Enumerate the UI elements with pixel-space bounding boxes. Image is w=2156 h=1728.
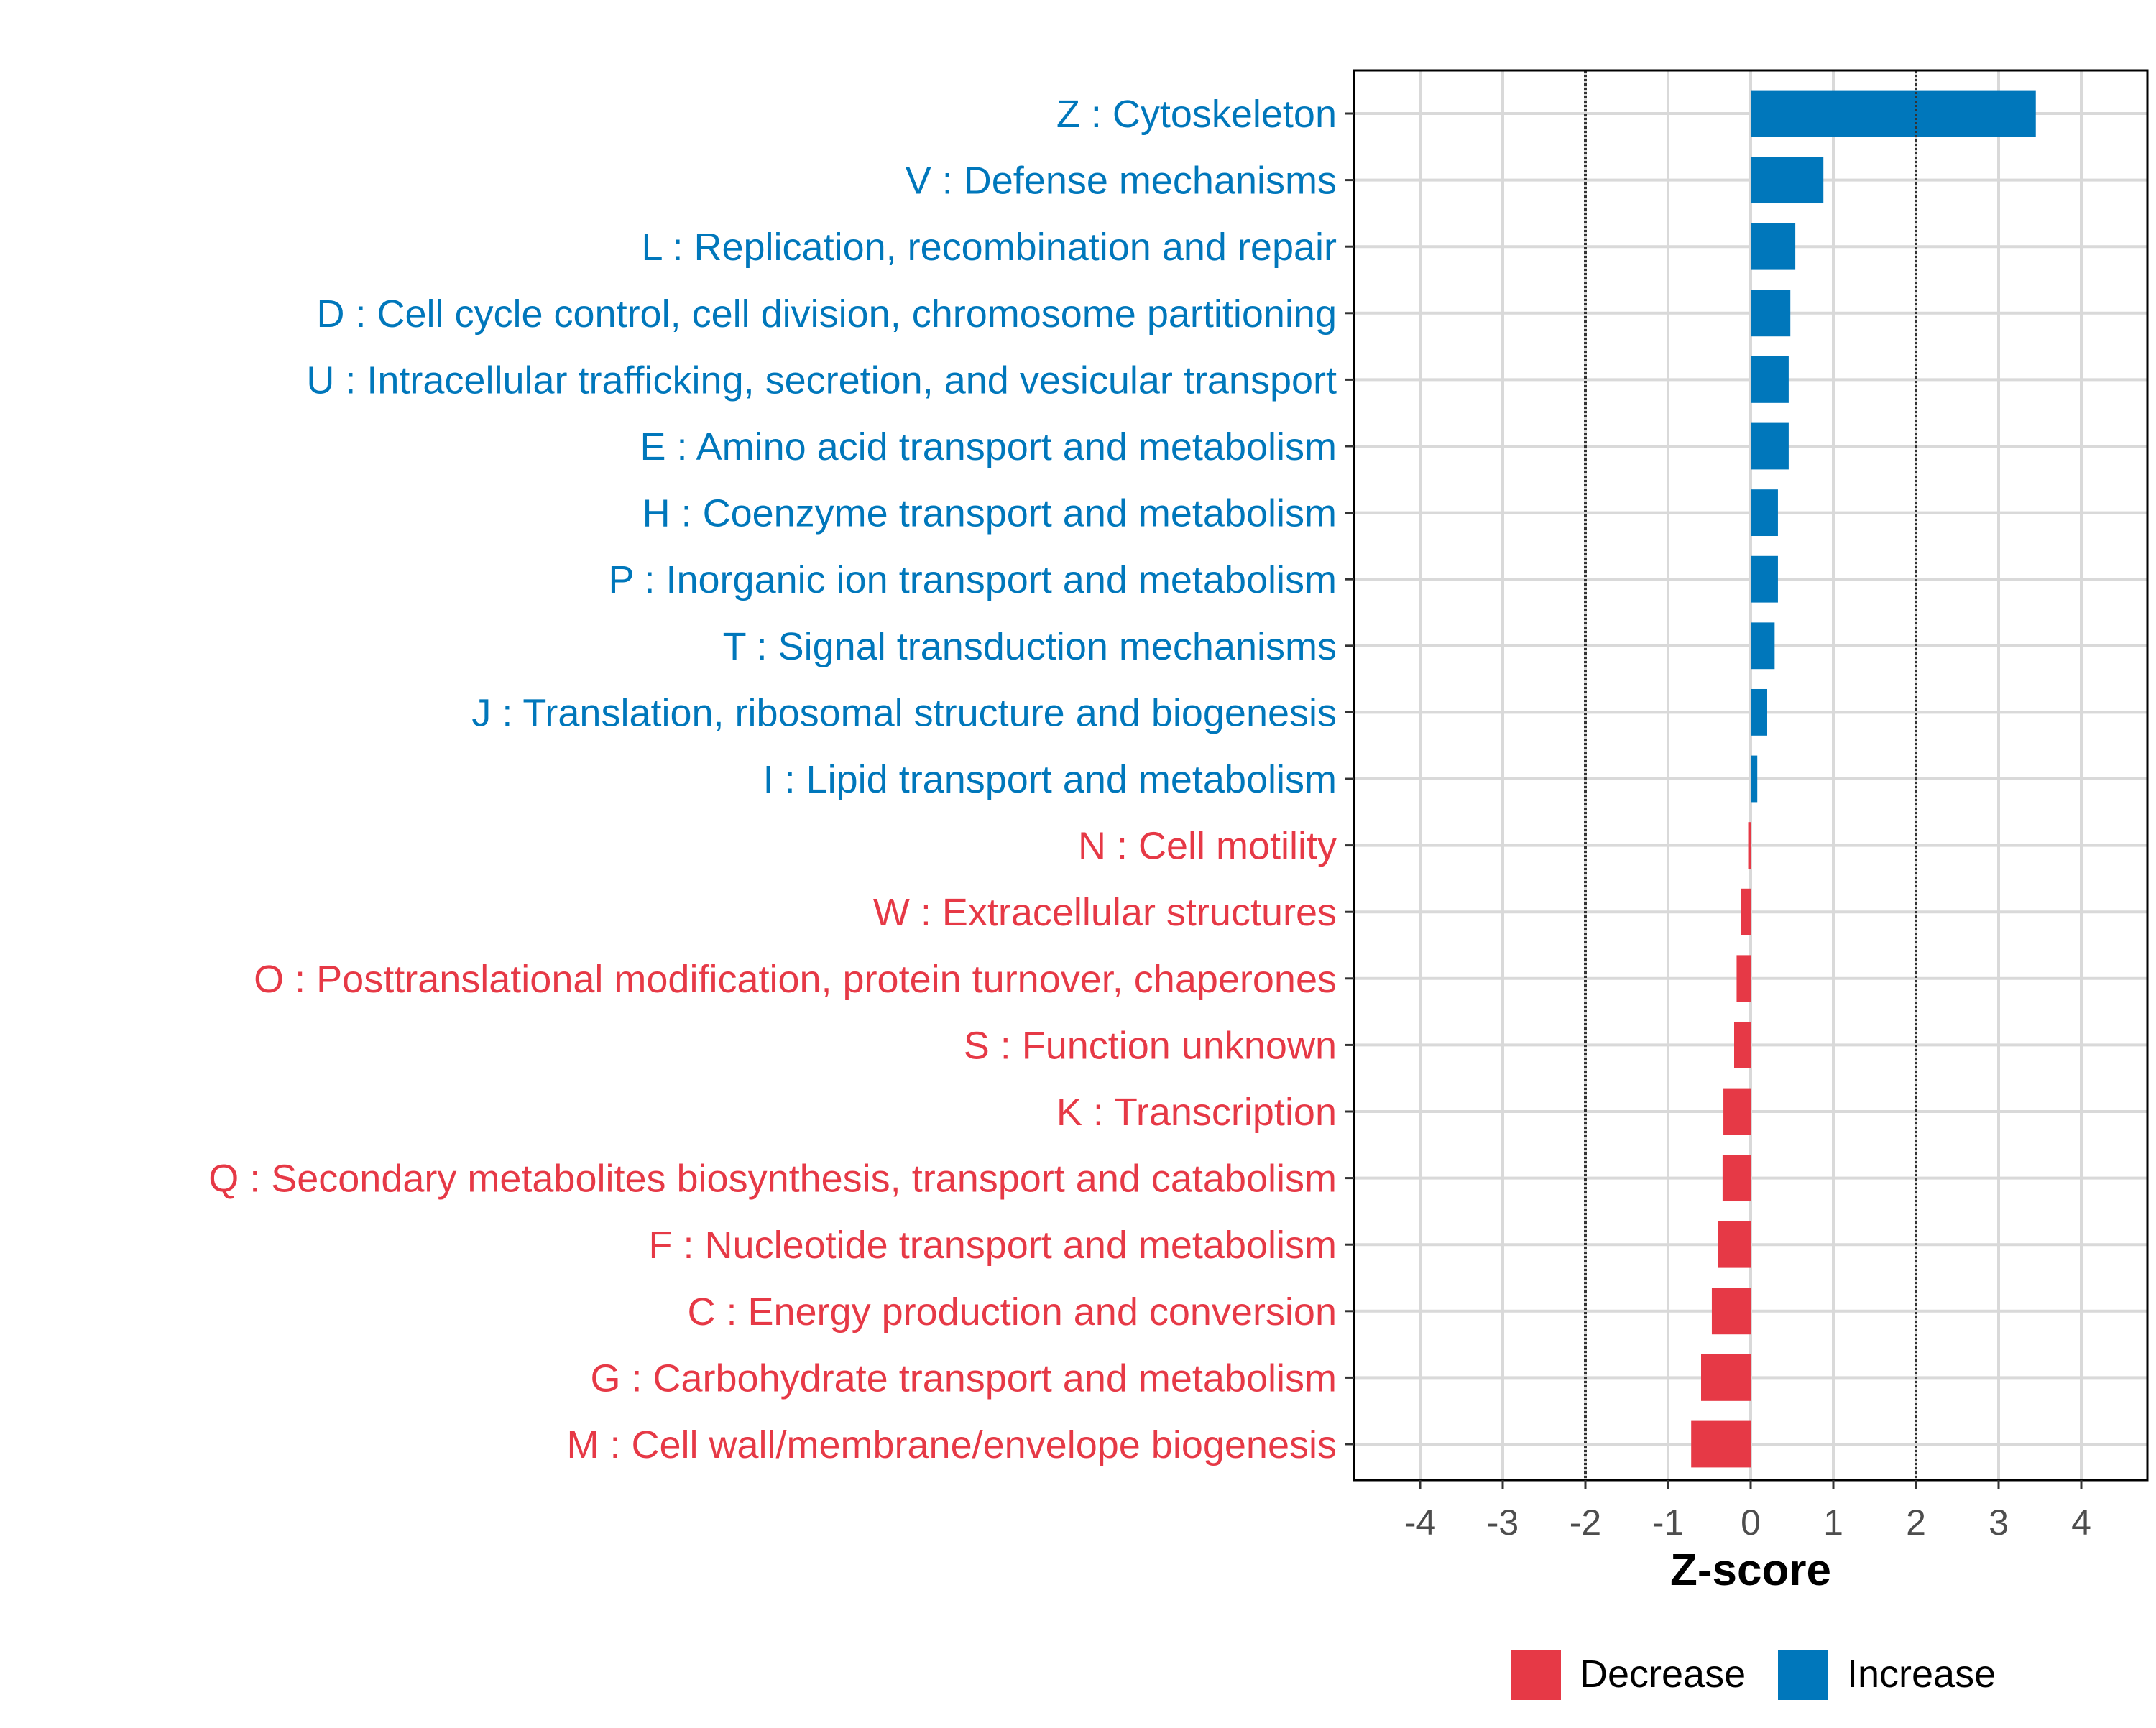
- bar: [1751, 90, 2036, 137]
- bar: [1751, 223, 1796, 270]
- x-tick-label: 0: [1741, 1502, 1761, 1543]
- y-tick-label: H : Coenzyme transport and metabolism: [642, 492, 1337, 535]
- y-tick-label: W : Extracellular structures: [873, 891, 1337, 934]
- y-axis: Z : Cytoskeleton V : Defense mechanisms L …: [208, 93, 1354, 1466]
- x-tick-label: -1: [1652, 1502, 1684, 1543]
- bar: [1751, 622, 1775, 670]
- x-axis-title: Z-score: [1670, 1546, 1831, 1595]
- bar: [1718, 1221, 1751, 1268]
- y-tick-label: E : Amino acid transport and metabolism: [640, 425, 1337, 468]
- x-tick-label: -2: [1570, 1502, 1601, 1543]
- y-tick-label: J : Translation, ribosomal structure and…: [471, 691, 1337, 734]
- bar: [1751, 290, 1791, 337]
- legend: Decrease Increase: [1511, 1650, 1996, 1700]
- y-tick-label: O : Posttranslational modification, prot…: [254, 958, 1337, 1001]
- reference-lines-layer: [1584, 70, 1917, 1480]
- bar: [1722, 1155, 1751, 1202]
- bar: [1701, 1354, 1751, 1401]
- bar: [1751, 356, 1789, 403]
- y-tick-label: N : Cell motility: [1078, 825, 1337, 868]
- y-tick-label: Q : Secondary metabolites biosynthesis, …: [208, 1158, 1337, 1201]
- bar: [1736, 955, 1751, 1002]
- y-tick-label: C : Energy production and conversion: [687, 1290, 1337, 1334]
- y-tick-label: U : Intracellular trafficking, secretion…: [306, 359, 1337, 402]
- bar: [1751, 157, 1824, 204]
- y-tick-label: I : Lipid transport and metabolism: [763, 758, 1337, 801]
- y-tick-label: S : Function unknown: [964, 1024, 1337, 1067]
- bar: [1734, 1021, 1751, 1068]
- legend-swatch: [1511, 1650, 1561, 1700]
- bar: [1741, 888, 1751, 935]
- y-tick-label: T : Signal transduction mechanisms: [723, 625, 1337, 668]
- y-tick-label: Z : Cytoskeleton: [1056, 93, 1337, 136]
- x-tick-label: 4: [2071, 1502, 2091, 1543]
- bar: [1751, 422, 1789, 470]
- x-tick-label: 3: [1989, 1502, 2009, 1543]
- bar: [1751, 489, 1778, 537]
- legend-swatch: [1778, 1650, 1828, 1700]
- bar: [1751, 688, 1767, 736]
- bar: [1751, 555, 1778, 603]
- legend-label: Decrease: [1580, 1653, 1746, 1696]
- y-tick-label: P : Inorganic ion transport and metaboli…: [608, 558, 1337, 601]
- bar: [1691, 1420, 1751, 1468]
- x-tick-label: 2: [1906, 1502, 1926, 1543]
- y-tick-label: F : Nucleotide transport and metabolism: [649, 1224, 1337, 1267]
- y-tick-label: K : Transcription: [1056, 1091, 1337, 1134]
- y-tick-label: V : Defense mechanisms: [906, 160, 1337, 203]
- bar: [1723, 1088, 1751, 1135]
- y-tick-label: L : Replication, recombination and repai…: [641, 226, 1337, 269]
- x-axis: -4 -3 -2 -1 0 1 2 3 4: [1404, 1480, 2091, 1543]
- x-tick-label: -3: [1487, 1502, 1519, 1543]
- y-tick-label: M : Cell wall/membrane/envelope biogenes…: [566, 1423, 1337, 1466]
- legend-label: Increase: [1847, 1653, 1996, 1696]
- y-tick-label: G : Carbohydrate transport and metabolis…: [591, 1357, 1337, 1400]
- bar: [1751, 755, 1758, 803]
- bars-layer: [1691, 90, 2036, 1468]
- bar: [1748, 822, 1751, 869]
- y-tick-label: D : Cell cycle control, cell division, c…: [316, 292, 1337, 336]
- x-tick-label: 1: [1823, 1502, 1843, 1543]
- bar: [1711, 1288, 1751, 1335]
- x-tick-label: -4: [1404, 1502, 1436, 1543]
